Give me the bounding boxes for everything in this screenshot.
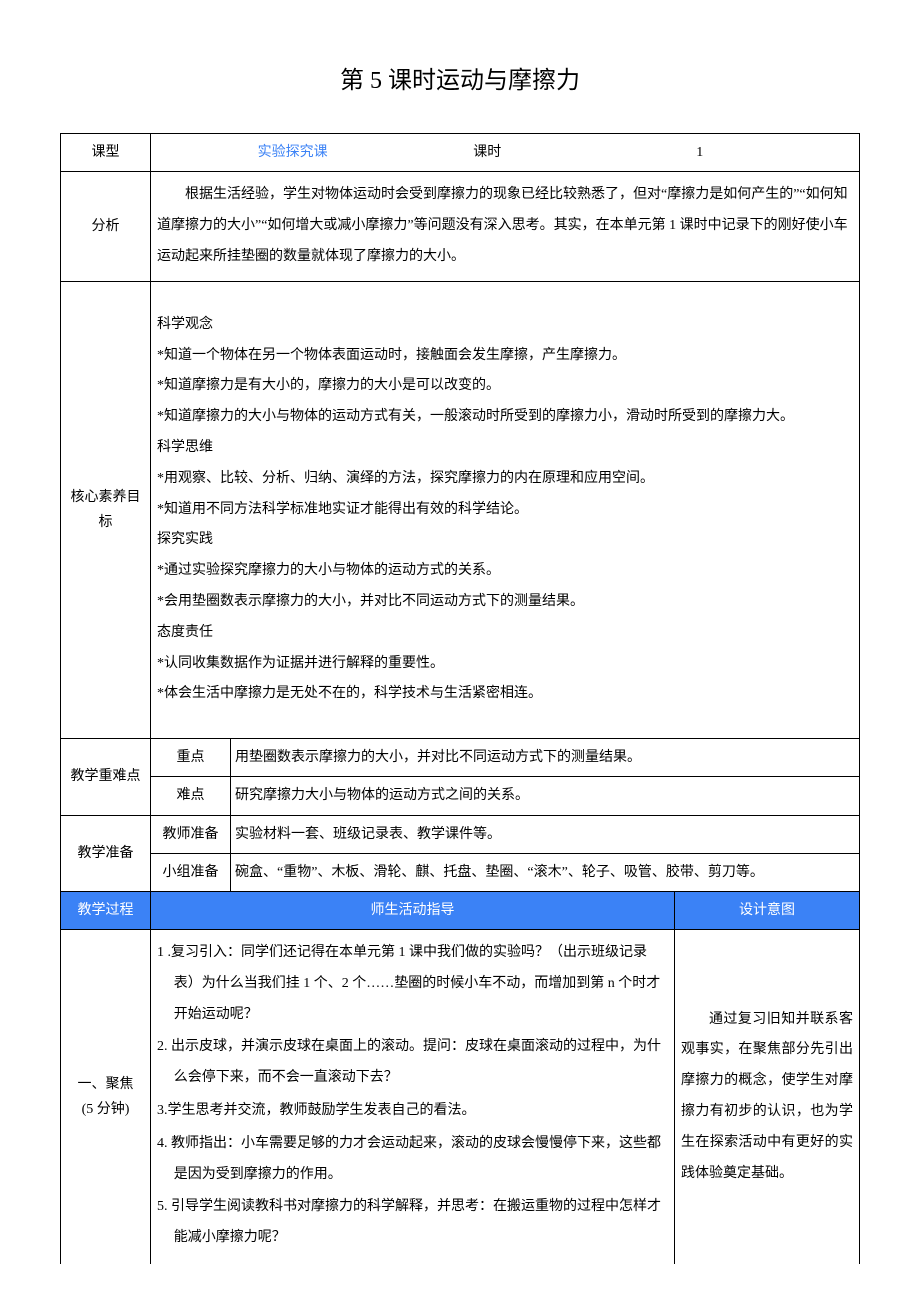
value-focus-activities: 1 .复习引入：同学们还记得在本单元第 1 课中我们做的实验吗？（出示班级记录表…	[151, 930, 675, 1264]
page-title: 第 5 课时运动与摩擦力	[60, 60, 860, 103]
focus-activity-item: 4. 教师指出：小车需要足够的力才会运动起来，滚动的皮球会慢慢停下来，这些都是因…	[157, 1129, 668, 1191]
label-difficult: 难点	[151, 777, 231, 815]
label-key: 重点	[151, 739, 231, 777]
row-analysis: 分析 根据生活经验，学生对物体运动时会受到摩擦力的现象已经比较熟悉了，但对“摩擦…	[61, 172, 860, 281]
row-key: 教学重难点 重点 用垫圈数表示摩擦力的大小，并对比不同运动方式下的测量结果。	[61, 739, 860, 777]
label-group-prep: 小组准备	[151, 853, 231, 891]
value-key: 用垫圈数表示摩擦力的大小，并对比不同运动方式下的测量结果。	[231, 739, 860, 777]
lesson-plan-table: 课型 实验探究课 课时 1 分析 根据生活经验，学生对物体运动时会受到摩擦力的现…	[60, 133, 860, 1264]
row-process-header: 教学过程 师生活动指导 设计意图	[61, 891, 860, 929]
core-goal-line: 探究实践	[157, 525, 853, 556]
core-goal-line: *用观察、比较、分析、归纳、演绎的方法，探究摩擦力的内在原理和应用空间。	[157, 464, 853, 495]
label-course-period: 课时	[434, 134, 540, 171]
row-group-prep: 小组准备 碗盒、“重物”、木板、滑轮、麒、托盘、垫圈、“滚木”、轮子、吸管、胶带…	[61, 853, 860, 891]
row-core-goal: 核心素养目标 科学观念*知道一个物体在另一个物体表面运动时，接触面会发生摩擦，产…	[61, 281, 860, 738]
core-goal-line: *会用垫圈数表示摩擦力的大小，并对比不同运动方式下的测量结果。	[157, 587, 853, 618]
focus-activity-item: 1 .复习引入：同学们还记得在本单元第 1 课中我们做的实验吗？（出示班级记录表…	[157, 938, 668, 1030]
core-goal-line: *知道一个物体在另一个物体表面运动时，接触面会发生摩擦，产生摩擦力。	[157, 341, 853, 372]
core-goal-line: 科学观念	[157, 310, 853, 341]
value-teacher-prep: 实验材料一套、班级记录表、教学课件等。	[231, 815, 860, 853]
core-goal-line: *知道摩擦力的大小与物体的运动方式有关，一般滚动时所受到的摩擦力小，滑动时所受到…	[157, 402, 853, 433]
value-difficult: 研究摩擦力大小与物体的运动方式之间的关系。	[231, 777, 860, 815]
core-goal-line: *体会生活中摩擦力是无处不在的，科学技术与生活紧密相连。	[157, 679, 853, 710]
row-focus: 一、聚焦 (5 分钟) 1 .复习引入：同学们还记得在本单元第 1 课中我们做的…	[61, 930, 860, 1264]
value-course-period: 1	[540, 134, 859, 171]
core-goal-line: 态度责任	[157, 618, 853, 649]
value-core-goal: 科学观念*知道一个物体在另一个物体表面运动时，接触面会发生摩擦，产生摩擦力。*知…	[151, 281, 860, 738]
label-focus: 一、聚焦 (5 分钟)	[61, 930, 151, 1264]
label-course-type: 课型	[61, 134, 151, 172]
focus-activity-item: 2. 出示皮球，并演示皮球在桌面上的滚动。提问：皮球在桌面滚动的过程中，为什么会…	[157, 1032, 668, 1094]
label-teacher-prep: 教师准备	[151, 815, 231, 853]
value-analysis: 根据生活经验，学生对物体运动时会受到摩擦力的现象已经比较熟悉了，但对“摩擦力是如…	[151, 172, 860, 281]
label-analysis: 分析	[61, 172, 151, 281]
value-focus-intent: 通过复习旧知并联系客观事实，在聚焦部分先引出摩擦力的概念，使学生对摩擦力有初步的…	[674, 930, 859, 1264]
label-core-goal: 核心素养目标	[61, 281, 151, 738]
label-activity-guide: 师生活动指导	[151, 891, 675, 929]
value-group-prep: 碗盒、“重物”、木板、滑轮、麒、托盘、垫圈、“滚木”、轮子、吸管、胶带、剪刀等。	[231, 853, 860, 891]
row-course-type: 课型 实验探究课 课时 1	[61, 134, 860, 172]
label-process: 教学过程	[61, 891, 151, 929]
label-key-difficult: 教学重难点	[61, 739, 151, 815]
core-goal-line: *知道用不同方法科学标准地实证才能得出有效的科学结论。	[157, 495, 853, 526]
focus-activity-item: 3.学生思考并交流，教师鼓励学生发表自己的看法。	[157, 1096, 668, 1127]
core-goal-line: 科学思维	[157, 433, 853, 464]
label-design-intent: 设计意图	[674, 891, 859, 929]
focus-activity-item: 5. 引导学生阅读教科书对摩擦力的科学解释，并思考：在搬运重物的过程中怎样才能减…	[157, 1192, 668, 1254]
core-goal-line: *通过实验探究摩擦力的大小与物体的运动方式的关系。	[157, 556, 853, 587]
label-preparation: 教学准备	[61, 815, 151, 891]
row-difficult: 难点 研究摩擦力大小与物体的运动方式之间的关系。	[61, 777, 860, 815]
core-goal-line: *认同收集数据作为证据并进行解释的重要性。	[157, 649, 853, 680]
row-teacher-prep: 教学准备 教师准备 实验材料一套、班级记录表、教学课件等。	[61, 815, 860, 853]
value-course-type: 实验探究课	[151, 134, 434, 171]
core-goal-line: *知道摩擦力是有大小的，摩擦力的大小是可以改变的。	[157, 371, 853, 402]
